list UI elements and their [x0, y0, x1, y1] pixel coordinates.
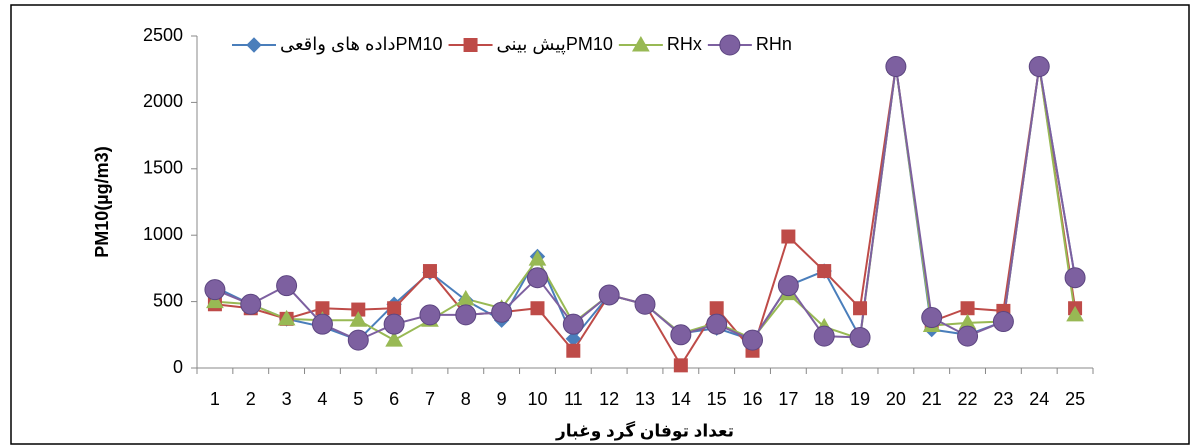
data-point [781, 229, 796, 244]
data-point [347, 329, 369, 351]
y-tick-label: 0 [173, 357, 183, 377]
data-point [670, 324, 692, 346]
data-point [566, 343, 581, 358]
x-tick-label: 2 [246, 389, 256, 409]
data-point [526, 267, 548, 289]
y-tick-label: 500 [153, 290, 183, 310]
data-point [1064, 267, 1086, 289]
data-point [422, 264, 437, 279]
x-tick-label: 5 [353, 389, 363, 409]
data-point [349, 311, 368, 327]
data-point [598, 284, 620, 306]
data-point [456, 289, 475, 306]
x-tick-label: 24 [1029, 389, 1049, 409]
x-tick-label: 7 [425, 389, 435, 409]
x-tick-label: 17 [778, 389, 798, 409]
data-point [849, 326, 871, 348]
data-point [385, 331, 403, 347]
x-tick-label: 22 [958, 389, 978, 409]
x-tick-label: 16 [743, 389, 763, 409]
data-point [960, 301, 975, 316]
x-tick-label: 13 [635, 389, 655, 409]
x-tick-label: 25 [1065, 389, 1085, 409]
y-tick-label: 2000 [143, 91, 183, 111]
data-point [204, 279, 226, 301]
x-tick-label: 19 [850, 389, 870, 409]
x-tick-label: 18 [814, 389, 834, 409]
data-point [383, 313, 405, 335]
data-point [562, 313, 584, 335]
data-point [240, 293, 262, 315]
x-tick-label: 3 [282, 389, 292, 409]
y-axis-title: PM10(µg/m3) [92, 146, 112, 257]
data-point [530, 301, 545, 316]
data-point [634, 293, 656, 315]
legend-label: پیش بینیPM10 [497, 34, 613, 55]
data-point [419, 304, 441, 326]
x-tick-label: 12 [599, 389, 619, 409]
frame [10, 4, 1190, 445]
legend-label: RHx [667, 34, 702, 54]
data-point [387, 301, 402, 316]
data-point [528, 250, 547, 266]
legend-label: داده های واقعیPM10 [280, 34, 443, 55]
y-tick-label: 2500 [143, 25, 183, 45]
data-point [957, 325, 979, 347]
x-tick-label: 4 [317, 389, 327, 409]
x-tick-label: 9 [497, 389, 507, 409]
data-point [709, 301, 724, 316]
x-tick-label: 20 [886, 389, 906, 409]
data-point [673, 358, 688, 373]
x-tick-label: 6 [389, 389, 399, 409]
y-tick-label: 1500 [143, 158, 183, 178]
data-point [817, 264, 832, 279]
data-point [885, 56, 907, 78]
data-point [742, 329, 764, 351]
data-point [1066, 305, 1084, 322]
data-point [1028, 56, 1050, 78]
x-tick-label: 10 [527, 389, 547, 409]
x-tick-label: 21 [922, 389, 942, 409]
legend-marker [631, 35, 650, 52]
x-tick-label: 1 [210, 389, 220, 409]
x-tick-label: 8 [461, 389, 471, 409]
data-point [706, 313, 728, 335]
x-tick-label: 23 [993, 389, 1013, 409]
data-point [277, 309, 296, 326]
x-tick-label: 11 [564, 389, 583, 409]
data-point [311, 313, 333, 335]
data-point [813, 325, 835, 347]
legend-marker [463, 38, 478, 52]
data-point [853, 301, 868, 316]
data-point [491, 301, 513, 323]
data-point [777, 275, 799, 297]
y-tick-label: 1000 [143, 224, 183, 244]
data-point [455, 304, 477, 326]
legend-label: RHn [756, 34, 792, 54]
data-point [206, 292, 224, 309]
legend-marker [246, 37, 262, 53]
data-point [276, 275, 298, 297]
x-tick-label: 14 [671, 389, 691, 409]
data-point [921, 307, 943, 329]
x-tick-label: 15 [707, 389, 727, 409]
legend-marker [719, 34, 741, 56]
data-point [992, 311, 1014, 333]
x-axis-title: تعداد توفان گرد وغبار [555, 420, 734, 441]
